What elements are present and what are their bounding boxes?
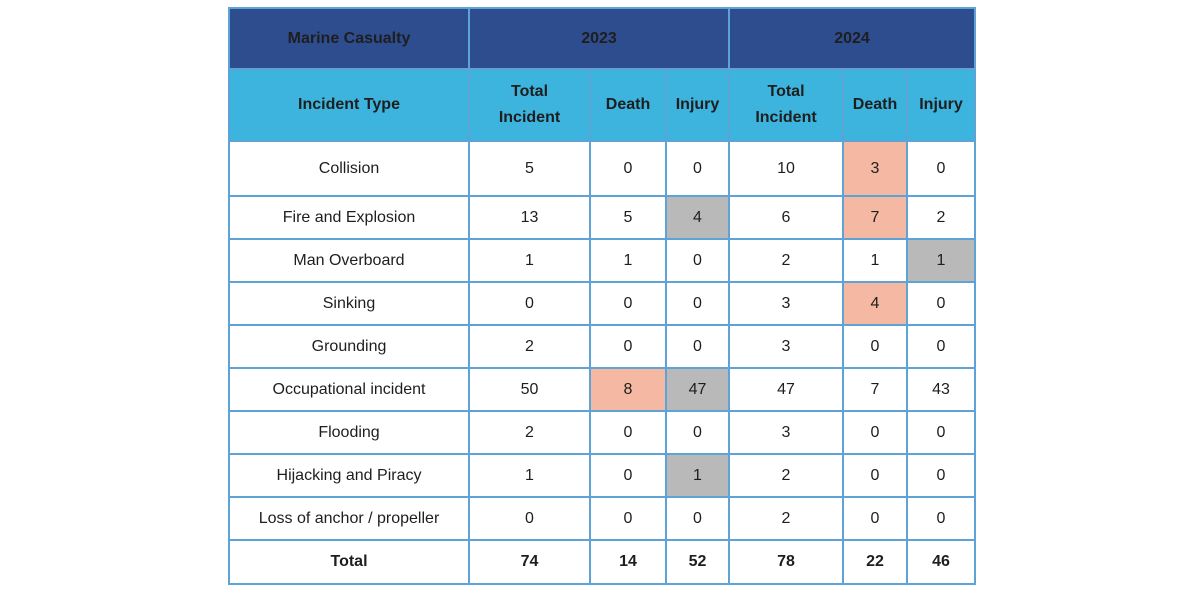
- total-2023-total: 74: [468, 539, 591, 585]
- cell-2024-total: 2: [728, 238, 844, 283]
- cell-2024-total: 3: [728, 281, 844, 326]
- header-2023-total-incident: Total Incident: [468, 68, 591, 142]
- cell-2024-injury: 0: [906, 496, 976, 541]
- incident-type-cell: Hijacking and Piracy: [228, 453, 470, 498]
- total-label: Total: [228, 539, 470, 585]
- cell-2024-total: 10: [728, 140, 844, 197]
- cell-2023-injury: 0: [665, 496, 730, 541]
- cell-2024-injury: 43: [906, 367, 976, 412]
- cell-2024-injury: 0: [906, 281, 976, 326]
- cell-2023-death: 0: [589, 324, 667, 369]
- cell-2024-total: 2: [728, 453, 844, 498]
- cell-2024-total: 2: [728, 496, 844, 541]
- cell-2023-total: 1: [468, 453, 591, 498]
- table-row-flooding: Flooding 2 0 0 3 0 0: [228, 410, 976, 455]
- cell-2024-death: 0: [842, 410, 908, 455]
- cell-2023-injury: 0: [665, 410, 730, 455]
- table-row-sinking: Sinking 0 0 0 3 4 0: [228, 281, 976, 326]
- cell-2023-death: 5: [589, 195, 667, 240]
- header-2024-total-line1: Total: [767, 83, 805, 100]
- cell-2023-total: 50: [468, 367, 591, 412]
- incident-type-cell: Collision: [228, 140, 470, 197]
- cell-2024-total: 6: [728, 195, 844, 240]
- cell-2023-total: 0: [468, 281, 591, 326]
- cell-2024-death: 4: [842, 281, 908, 326]
- cell-2023-total: 2: [468, 324, 591, 369]
- table-row-hijacking-and-piracy: Hijacking and Piracy 1 0 1 2 0 0: [228, 453, 976, 498]
- column-header-row: Incident Type Total Incident Death Injury…: [228, 68, 976, 142]
- cell-2023-total: 2: [468, 410, 591, 455]
- total-2024-death: 22: [842, 539, 908, 585]
- cell-2023-total: 13: [468, 195, 591, 240]
- cell-2023-injury: 1: [665, 453, 730, 498]
- cell-2024-death: 1: [842, 238, 908, 283]
- total-2024-injury: 46: [906, 539, 976, 585]
- cell-2023-total: 5: [468, 140, 591, 197]
- cell-2024-death: 0: [842, 453, 908, 498]
- header-year-2023: 2023: [468, 7, 730, 70]
- cell-2024-death: 0: [842, 324, 908, 369]
- cell-2024-injury: 0: [906, 453, 976, 498]
- total-2024-total: 78: [728, 539, 844, 585]
- cell-2023-injury: 4: [665, 195, 730, 240]
- cell-2023-injury: 0: [665, 281, 730, 326]
- header-2024-total-line2: Incident: [755, 109, 817, 126]
- total-2023-death: 14: [589, 539, 667, 585]
- header-2024-total-incident: Total Incident: [728, 68, 844, 142]
- total-2023-injury: 52: [665, 539, 730, 585]
- cell-2024-death: 0: [842, 496, 908, 541]
- cell-2024-death: 7: [842, 195, 908, 240]
- cell-2024-total: 3: [728, 410, 844, 455]
- cell-2024-injury: 0: [906, 324, 976, 369]
- header-incident-type: Incident Type: [228, 68, 470, 142]
- cell-2023-death: 0: [589, 496, 667, 541]
- header-2023-injury: Injury: [665, 68, 730, 142]
- cell-2023-death: 1: [589, 238, 667, 283]
- cell-2023-death: 0: [589, 281, 667, 326]
- year-header-row: Marine Casualty 2023 2024: [228, 7, 976, 70]
- table-row-fire-and-explosion: Fire and Explosion 13 5 4 6 7 2: [228, 195, 976, 240]
- incident-type-cell: Flooding: [228, 410, 470, 455]
- incident-type-cell: Fire and Explosion: [228, 195, 470, 240]
- cell-2023-total: 0: [468, 496, 591, 541]
- cell-2024-total: 3: [728, 324, 844, 369]
- cell-2023-injury: 0: [665, 238, 730, 283]
- header-2023-total-line1: Total: [510, 83, 549, 100]
- table-row-loss-of-anchor-propeller: Loss of anchor / propeller 0 0 0 2 0 0: [228, 496, 976, 541]
- header-year-2024: 2024: [728, 7, 976, 70]
- incident-type-cell: Loss of anchor / propeller: [228, 496, 470, 541]
- cell-2024-death: 7: [842, 367, 908, 412]
- table-row-collision: Collision 5 0 0 10 3 0: [228, 140, 976, 197]
- marine-casualty-table: Marine Casualty 2023 2024 Incident Type …: [228, 7, 976, 585]
- cell-2023-injury: 0: [665, 324, 730, 369]
- table-row-grounding: Grounding 2 0 0 3 0 0: [228, 324, 976, 369]
- cell-2024-total: 47: [728, 367, 844, 412]
- cell-2024-injury: 1: [906, 238, 976, 283]
- incident-type-cell: Grounding: [228, 324, 470, 369]
- incident-type-cell: Sinking: [228, 281, 470, 326]
- header-2023-death: Death: [589, 68, 667, 142]
- cell-2024-injury: 2: [906, 195, 976, 240]
- cell-2024-death: 3: [842, 140, 908, 197]
- header-2023-total-line2: Incident: [498, 109, 561, 126]
- incident-type-cell: Man Overboard: [228, 238, 470, 283]
- cell-2023-injury: 47: [665, 367, 730, 412]
- header-marine-casualty: Marine Casualty: [228, 7, 470, 70]
- cell-2023-death: 0: [589, 140, 667, 197]
- cell-2023-injury: 0: [665, 140, 730, 197]
- table-row-occupational-incident: Occupational incident 50 8 47 47 7 43: [228, 367, 976, 412]
- cell-2023-death: 0: [589, 410, 667, 455]
- cell-2023-death: 0: [589, 453, 667, 498]
- header-2024-injury: Injury: [906, 68, 976, 142]
- table-row-total: Total 74 14 52 78 22 46: [228, 539, 976, 585]
- cell-2024-injury: 0: [906, 410, 976, 455]
- header-2024-death: Death: [842, 68, 908, 142]
- incident-type-cell: Occupational incident: [228, 367, 470, 412]
- cell-2023-death: 8: [589, 367, 667, 412]
- cell-2024-injury: 0: [906, 140, 976, 197]
- cell-2023-total: 1: [468, 238, 591, 283]
- table-row-man-overboard: Man Overboard 1 1 0 2 1 1: [228, 238, 976, 283]
